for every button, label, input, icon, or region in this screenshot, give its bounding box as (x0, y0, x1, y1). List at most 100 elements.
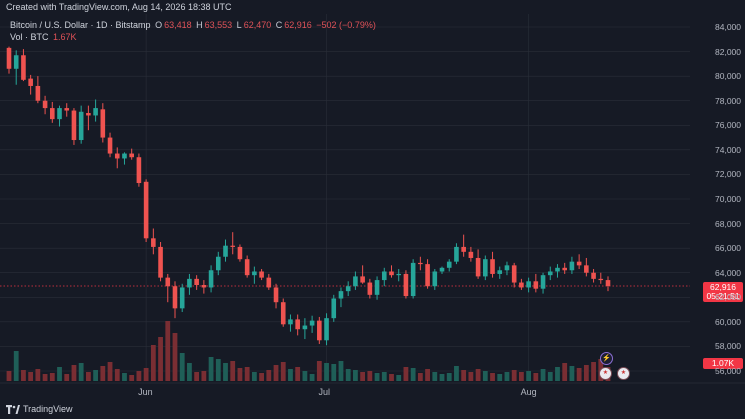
volume-bar (324, 363, 329, 381)
candle-body (252, 271, 257, 276)
volume-bar (244, 367, 250, 381)
candle-body (381, 271, 387, 281)
candle-body (179, 287, 185, 309)
candle-body (598, 278, 604, 281)
volume-bar (468, 372, 474, 381)
low-label: L (236, 20, 242, 30)
candle-body (50, 108, 55, 120)
volume-bar (143, 368, 149, 381)
candle-body (100, 109, 106, 138)
volume-bar (345, 369, 351, 381)
x-tick-label: Aug (520, 387, 537, 397)
volume-bar (251, 372, 257, 381)
volume-bar (122, 373, 127, 381)
volume-bar (490, 373, 495, 381)
candle-body (425, 264, 430, 287)
high-value: 63,553 (204, 20, 233, 30)
candle-body (122, 153, 127, 159)
us-flag-icon[interactable]: ★ (599, 367, 612, 380)
volume-bar (165, 321, 171, 381)
volume-bar (172, 333, 178, 381)
candle-body (71, 110, 77, 141)
volume-bar (194, 372, 200, 381)
candle-body (360, 276, 365, 283)
candle-body (143, 181, 149, 239)
volume-bar (504, 372, 510, 381)
volume-bar (85, 372, 91, 381)
low-value: 62,470 (243, 20, 272, 30)
volume-label: Vol · BTC (10, 32, 49, 42)
candle-body (504, 265, 510, 271)
volume-bar (259, 373, 264, 381)
volume-bar (374, 373, 380, 381)
high-label: H (196, 20, 203, 30)
volume-bar (417, 373, 423, 381)
volume-bar (93, 370, 99, 381)
candle-body (93, 108, 98, 116)
volume-bar (562, 363, 568, 381)
volume-bar (237, 368, 243, 381)
y-tick-label: 58,000 (715, 341, 741, 352)
volume-bar (497, 374, 503, 381)
last-price-value: 62,916 (710, 282, 736, 292)
volume-bar (432, 372, 438, 381)
candle-body (151, 238, 156, 247)
volume-bar (129, 375, 135, 381)
candle-body (309, 320, 315, 326)
volume-bar (511, 370, 517, 381)
volume-bar (526, 371, 532, 381)
candle-body (158, 246, 163, 278)
candle-body (526, 281, 531, 288)
volume-bar (150, 345, 156, 381)
volume-bar (533, 373, 539, 381)
candle-body (483, 259, 488, 277)
candle-body (497, 270, 503, 274)
candle-body (64, 108, 70, 111)
y-tick-label: 56,000 (715, 366, 741, 376)
volume-bar (583, 365, 589, 381)
candle-body (244, 259, 250, 276)
candle-body (576, 261, 582, 266)
candle-body (28, 78, 33, 86)
candle-body (295, 319, 300, 330)
x-tick-label: Jul (318, 387, 331, 397)
candle-body (605, 280, 611, 287)
us-flag-icon[interactable]: ★ (617, 367, 630, 380)
change-value: −502 (−0.79%) (316, 20, 376, 30)
volume-bar (403, 367, 409, 381)
volume-bar (425, 369, 430, 381)
candle-body (35, 85, 41, 101)
x-tick-label: Jun (138, 387, 153, 397)
volume-bar (288, 369, 293, 381)
candle-body (266, 277, 272, 288)
volume-bar (591, 362, 596, 381)
candle-body (21, 55, 26, 80)
volume-bar (295, 367, 301, 381)
candle-body (475, 257, 481, 277)
candle-body (396, 273, 402, 276)
volume-bar (410, 368, 416, 381)
y-tick-label: 60,000 (715, 316, 741, 327)
candle-body (208, 270, 214, 288)
candle-body (187, 278, 192, 288)
candle-body (331, 298, 337, 319)
y-tick-label: 64,000 (715, 267, 741, 278)
candle-body (288, 319, 293, 325)
y-tick-label: 70,000 (715, 194, 741, 204)
lightning-icon[interactable]: ⚡ (600, 352, 613, 365)
candle-body (519, 282, 524, 288)
candle-body (547, 271, 553, 276)
volume-bar (208, 357, 214, 381)
volume-bar (107, 362, 113, 381)
y-tick-label: 76,000 (715, 120, 741, 131)
candle-body (562, 267, 567, 271)
volume-bar (353, 370, 358, 381)
candle-body (468, 251, 474, 258)
volume-bar (230, 361, 236, 381)
tradingview-footer[interactable]: TradingView (6, 404, 73, 414)
volume-bar (454, 366, 459, 381)
open-value: 63,418 (164, 20, 192, 30)
volume-bar (57, 367, 62, 381)
